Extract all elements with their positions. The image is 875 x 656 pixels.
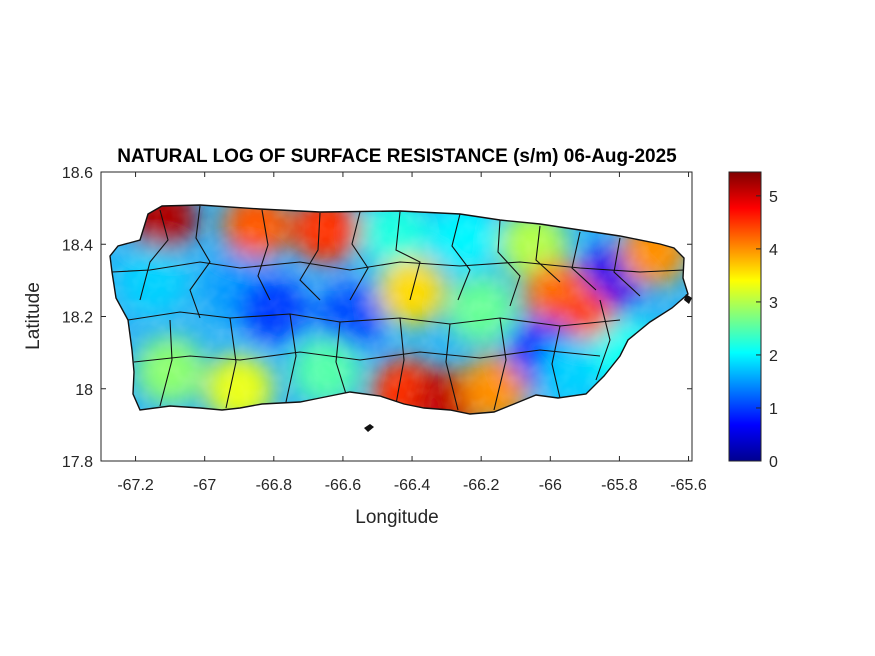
colorbar-tick-label: 0 (769, 454, 778, 471)
y-tick-label: 18 (75, 382, 93, 399)
boundary-line (189, 205, 211, 319)
x-tick-label: -67 (193, 477, 216, 494)
small-island-east (684, 294, 692, 304)
boundary-line (285, 313, 297, 403)
boundary-line (159, 319, 173, 407)
x-tick-label: -66.4 (394, 477, 431, 494)
x-tick-label: -66 (539, 477, 562, 494)
x-tick-label: -65.6 (670, 477, 707, 494)
boundary-line (395, 317, 405, 405)
x-tick-label: -66.6 (325, 477, 362, 494)
colorbar-ticks: 5 4 3 2 1 0 (756, 189, 778, 471)
small-island-south (364, 424, 374, 432)
boundary-line (535, 225, 561, 283)
y-axis: 18.6 18.4 18.2 18 17.8 (62, 165, 692, 471)
colorbar-tick-label: 1 (769, 401, 778, 418)
boundary-line (299, 212, 321, 301)
boundary-line (595, 299, 611, 381)
boundary-line (445, 323, 459, 411)
boundary-line (349, 211, 369, 301)
x-tick-label: -66.2 (463, 477, 500, 494)
y-axis-label: Latitude (23, 282, 44, 350)
boundary-line (493, 317, 507, 411)
y-tick-label: 18.6 (62, 165, 93, 182)
boundary-line (111, 261, 685, 273)
boundary-line (613, 237, 641, 297)
x-axis-label: Longitude (355, 507, 438, 528)
boundary-line (497, 219, 521, 307)
map-title: NATURAL LOG OF SURFACE RESISTANCE (s/m) … (117, 146, 677, 167)
municipality-boundaries (111, 205, 685, 411)
map-area (100, 171, 693, 462)
x-axis: -67.2 -67 -66.8 -66.6 -66.4 -66.2 -66 -65.8 -65.… (117, 172, 707, 494)
y-tick-label: 18.2 (62, 310, 93, 327)
boundary-line (225, 317, 237, 409)
y-tick-label: 17.8 (62, 454, 93, 471)
boundary-line (257, 209, 271, 301)
y-tick-label: 18.4 (62, 237, 93, 254)
colorbar: 5 4 3 2 1 0 (728, 171, 778, 471)
boundary-line (335, 321, 347, 395)
colorbar-gradient (728, 171, 762, 462)
boundary-line (551, 325, 561, 399)
colorbar-tick-label: 3 (769, 295, 778, 312)
x-tick-label: -67.2 (117, 477, 154, 494)
colorbar-tick-label: 4 (769, 242, 778, 259)
boundary-line (571, 231, 597, 291)
boundary-line (133, 349, 601, 363)
boundary-line (127, 311, 621, 327)
colorbar-tick-label: 5 (769, 189, 778, 206)
colorbar-tick-label: 2 (769, 348, 778, 365)
boundary-line (451, 213, 471, 301)
boundary-line (395, 211, 421, 301)
x-tick-label: -66.8 (256, 477, 293, 494)
boundary-line (139, 209, 169, 301)
x-tick-label: -65.8 (601, 477, 638, 494)
heat-field (110, 205, 688, 414)
